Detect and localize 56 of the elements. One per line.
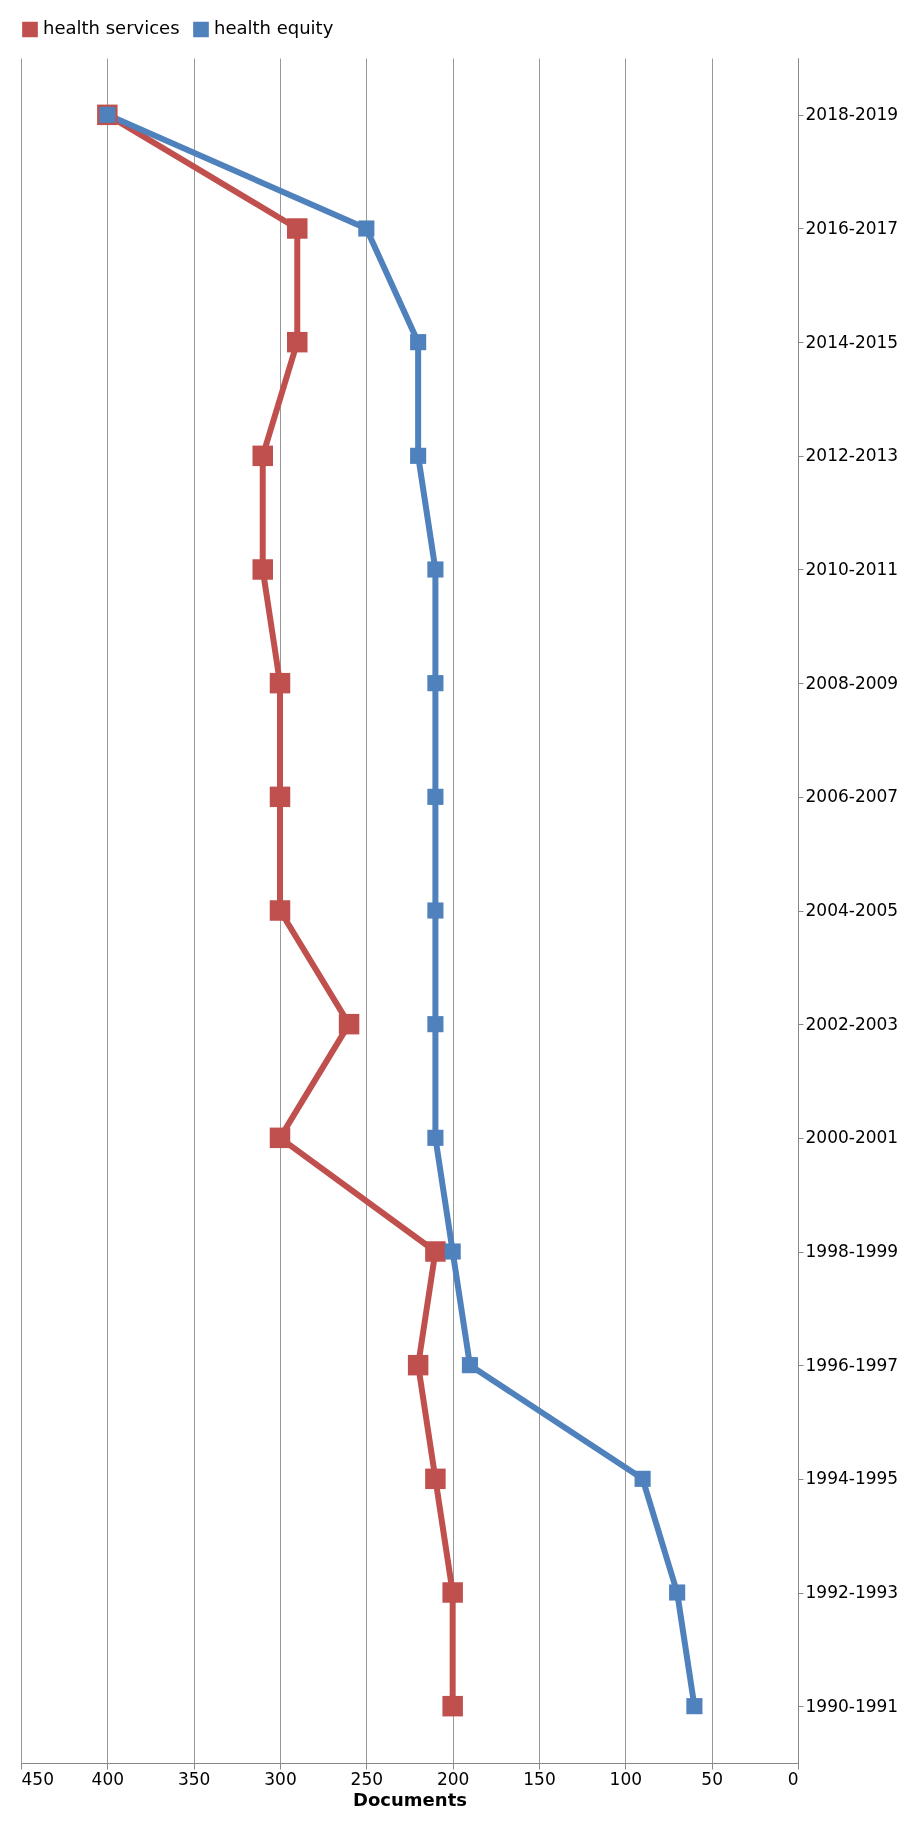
x-tick-label: 250 (350, 1768, 384, 1789)
x-tick-label: 300 (264, 1768, 297, 1789)
point (442, 1695, 463, 1717)
point (461, 1357, 478, 1374)
point (269, 672, 291, 694)
x-axis-title: Documents (353, 1788, 467, 1810)
point (252, 559, 273, 580)
point (425, 1241, 446, 1262)
y-tick-label: 2016-2017 (805, 218, 899, 238)
point (444, 1243, 461, 1260)
point (427, 902, 444, 919)
legend-label: health equity (214, 17, 334, 39)
y-tick-label: 2008-2009 (805, 672, 899, 693)
point (269, 786, 291, 808)
y-tick-label: 2006-2007 (805, 786, 899, 807)
point (338, 1013, 360, 1035)
legend-label: health services (43, 17, 180, 39)
point (269, 900, 291, 921)
point (669, 1584, 686, 1601)
point (686, 1698, 703, 1715)
point (287, 218, 308, 239)
y-tick-label: 1994-1995 (805, 1468, 899, 1489)
point (427, 788, 444, 805)
x-tick-label: 100 (609, 1768, 643, 1789)
y-tick-label: 2004-2005 (805, 900, 899, 920)
point (425, 1468, 446, 1490)
point (252, 445, 273, 467)
point (442, 1582, 463, 1603)
y-tick-label: 1990-1991 (805, 1695, 899, 1716)
y-tick-label: 2000-2001 (805, 1127, 899, 1148)
x-tick-label: 200 (436, 1768, 470, 1789)
point (410, 447, 427, 464)
y-tick-label: 1992-1993 (805, 1582, 899, 1602)
point (407, 1354, 429, 1376)
y-tick-label: 2018-2019 (805, 104, 899, 125)
x-tick-label: 0 (787, 1768, 799, 1789)
y-tick-label: 1996-1997 (805, 1354, 899, 1375)
y-tick-label: 2002-2003 (805, 1013, 899, 1034)
point (410, 334, 427, 351)
point (427, 561, 444, 578)
y-tick-label: 2010-2011 (805, 559, 899, 579)
x-tick-label: 50 (701, 1768, 723, 1789)
x-tick-label: 150 (523, 1768, 556, 1789)
y-tick-label: 1998-1999 (805, 1241, 899, 1261)
point (358, 220, 375, 237)
point (634, 1470, 651, 1487)
x-tick-label: 350 (177, 1768, 211, 1789)
point (427, 1016, 444, 1033)
point (269, 1127, 291, 1149)
x-tick-label: 400 (91, 1768, 125, 1789)
point (287, 331, 308, 353)
point (427, 675, 444, 692)
x-tick-label: 450 (21, 1768, 54, 1789)
y-tick-label: 2012-2013 (805, 445, 899, 466)
point (427, 1129, 444, 1146)
y-tick-label: 2014-2015 (805, 331, 899, 352)
